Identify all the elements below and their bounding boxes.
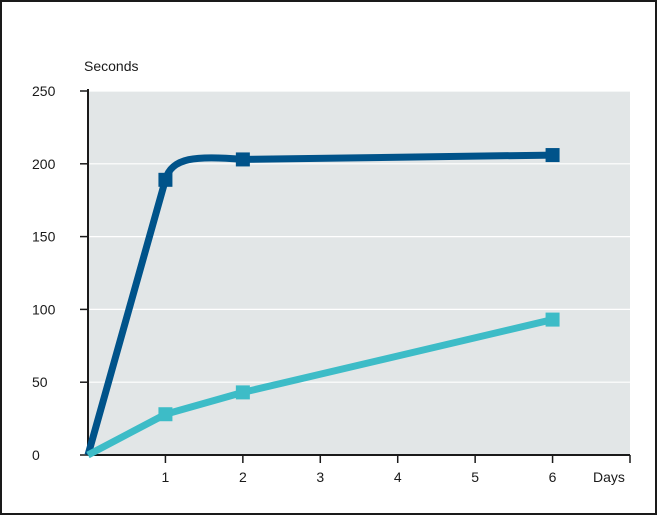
x-tick-label-3: 3 [316,469,324,485]
x-ticks: 1 2 3 4 5 6 [162,455,631,485]
series-1-point-1 [158,407,173,422]
series-0-point-1 [158,172,173,187]
x-tick-label-5: 5 [471,469,479,485]
y-ticks: 0 50 100 150 200 250 [32,83,88,463]
x-tick-label-1: 1 [162,469,170,485]
y-tick-label-250: 250 [32,83,56,99]
x-tick-label-2: 2 [239,469,247,485]
y-axis-title: Seconds [84,58,138,74]
series-0-point-3 [545,148,560,163]
series-1-point-2 [235,385,250,400]
series-1-point-3 [545,312,560,327]
plot-area [88,91,630,455]
y-tick-label-0: 0 [32,447,40,463]
y-tick-label-200: 200 [32,156,56,172]
series-0-point-2 [235,152,250,167]
x-axis-title: Days [593,469,625,485]
y-tick-label-150: 150 [32,229,56,245]
series-1-line [86,316,554,459]
x-tick-label-6: 6 [549,469,557,485]
y-tick-label-50: 50 [32,374,48,390]
x-tick-label-4: 4 [394,469,402,485]
y-tick-label-100: 100 [32,301,56,317]
series [84,148,560,459]
axes [87,89,630,456]
